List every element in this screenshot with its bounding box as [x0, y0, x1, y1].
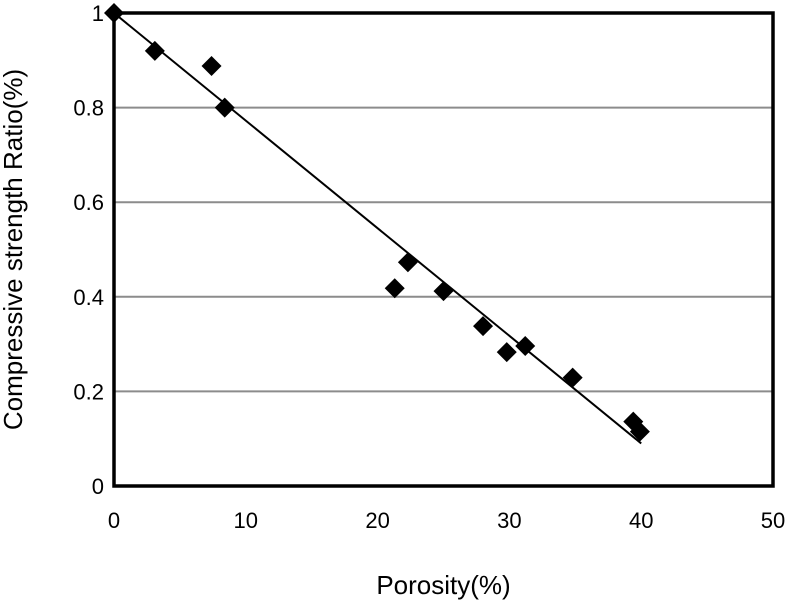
data-points — [104, 3, 650, 442]
data-point — [496, 342, 517, 363]
plot-area-frame — [112, 11, 775, 488]
y-tick-label: 1 — [92, 1, 104, 26]
y-axis-title: Compressive strength Ratio(%) — [0, 69, 28, 430]
data-point — [562, 367, 583, 388]
y-tick-labels: 0 0.2 0.4 0.6 0.8 1 — [73, 1, 104, 499]
x-tick-label: 50 — [761, 508, 785, 533]
x-tick-label: 10 — [234, 508, 258, 533]
data-point — [384, 278, 405, 299]
grid-lines — [114, 106, 773, 393]
x-tick-labels: 0 10 20 30 40 50 — [108, 508, 785, 533]
data-point — [214, 97, 235, 118]
data-point — [144, 40, 165, 61]
data-point — [629, 421, 650, 442]
data-point — [473, 316, 494, 337]
trendline-group — [113, 12, 642, 445]
y-tick-label: 0.6 — [73, 190, 104, 215]
data-point — [515, 335, 536, 356]
x-tick-label: 40 — [629, 508, 653, 533]
data-point — [201, 55, 222, 76]
x-tick-label: 0 — [108, 508, 120, 533]
data-point — [433, 281, 454, 302]
x-tick-label: 30 — [497, 508, 521, 533]
y-tick-label: 0.4 — [73, 285, 104, 310]
linear-trendline — [113, 12, 642, 445]
x-axis-title: Porosity(%) — [376, 570, 510, 600]
data-point — [397, 252, 418, 273]
y-tick-label: 0.8 — [73, 96, 104, 121]
x-tick-label: 20 — [365, 508, 389, 533]
y-tick-label: 0 — [92, 474, 104, 499]
y-tick-label: 0.2 — [73, 379, 104, 404]
